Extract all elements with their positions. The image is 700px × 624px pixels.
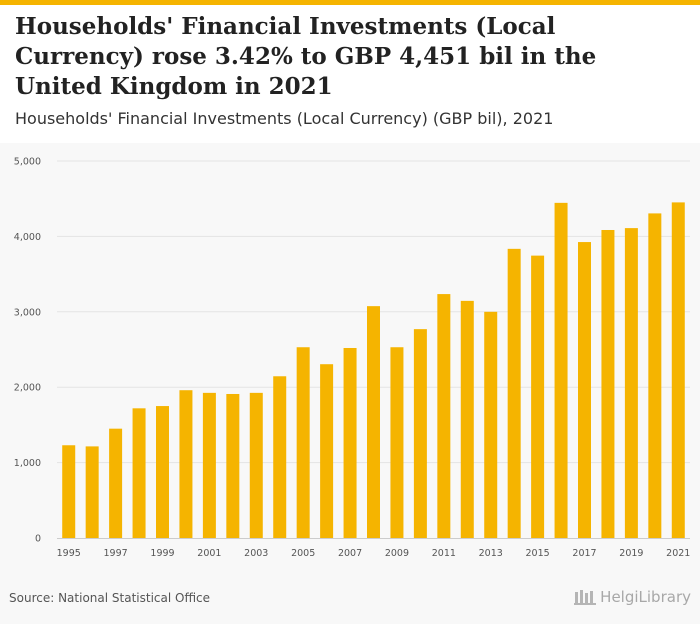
bar-1998 xyxy=(132,408,146,538)
bar-2016 xyxy=(554,202,568,539)
x-tick-label: 2021 xyxy=(666,548,690,559)
bar-2014 xyxy=(507,248,521,538)
x-tick-label: 2011 xyxy=(432,548,456,559)
bar-2020 xyxy=(648,213,662,538)
helgi-library-logo[interactable]: HelgiLibrary xyxy=(574,588,691,606)
x-tick-label: 2017 xyxy=(572,548,596,559)
bar-2009 xyxy=(390,347,404,538)
x-tick-label: 2019 xyxy=(619,548,643,559)
bar-2019 xyxy=(624,228,638,538)
bar-2017 xyxy=(578,242,591,538)
accent-top-bar xyxy=(0,0,700,5)
bar-2013 xyxy=(484,311,498,538)
y-tick-label: 2,000 xyxy=(14,383,41,394)
x-tick-label: 2015 xyxy=(526,548,550,559)
bar-1995 xyxy=(62,445,76,538)
bar-2001 xyxy=(202,392,216,538)
source-note: Source: National Statistical Office xyxy=(9,591,211,605)
x-tick-label: 2009 xyxy=(385,548,409,559)
x-tick-label: 2001 xyxy=(197,548,221,559)
y-tick-label: 1,000 xyxy=(14,458,41,469)
x-tick-label: 1997 xyxy=(104,548,128,559)
bar-2008 xyxy=(367,306,380,538)
x-tick-label: 2007 xyxy=(338,548,362,559)
chart-headline: Households' Financial Investments (Local… xyxy=(15,13,597,100)
bar-2007 xyxy=(343,347,357,538)
bar-2021 xyxy=(671,202,685,539)
x-tick-label: 1995 xyxy=(57,548,81,559)
y-tick-label: 0 xyxy=(35,534,41,545)
chart-subtitle: Households' Financial Investments (Local… xyxy=(15,109,554,128)
y-tick-label: 3,000 xyxy=(14,307,41,318)
bar-1996 xyxy=(85,446,99,538)
x-tick-label: 2013 xyxy=(479,548,503,559)
bar-2002 xyxy=(226,393,240,538)
bar-2004 xyxy=(273,376,287,538)
bar-2018 xyxy=(601,229,615,538)
bar-2000 xyxy=(179,390,193,538)
building-columns-icon xyxy=(574,590,597,605)
bar-2006 xyxy=(320,364,334,538)
x-tick-label: 1999 xyxy=(150,548,174,559)
bar-2015 xyxy=(531,255,545,538)
x-tick-label: 2005 xyxy=(291,548,315,559)
brand-name: HelgiLibrary xyxy=(600,588,691,606)
y-tick-label: 4,000 xyxy=(14,232,41,243)
bar-1997 xyxy=(109,428,123,538)
bar-1999 xyxy=(156,406,169,538)
bar-2005 xyxy=(296,347,310,538)
bar-2003 xyxy=(249,392,263,538)
bar-2010 xyxy=(413,329,427,538)
bar-2012 xyxy=(460,300,474,538)
bar-2011 xyxy=(437,294,451,538)
y-tick-label: 5,000 xyxy=(14,157,41,168)
x-tick-label: 2003 xyxy=(244,548,268,559)
